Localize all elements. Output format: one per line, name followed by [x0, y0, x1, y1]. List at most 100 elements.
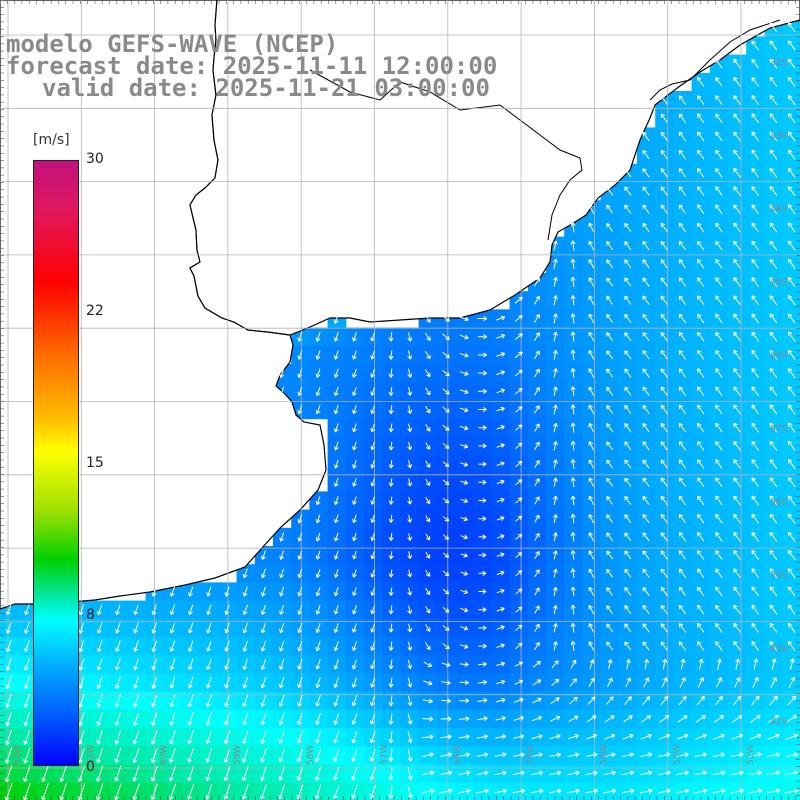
wind-arrow	[388, 405, 394, 415]
wind-arrow	[697, 204, 705, 214]
wind-arrow	[459, 352, 469, 358]
wind-arrow	[751, 404, 760, 415]
wind-arrow	[662, 658, 668, 670]
wind-arrow	[296, 730, 303, 744]
wind-arrow	[224, 658, 230, 671]
wind-arrow	[697, 186, 705, 196]
wind-arrow	[515, 460, 523, 468]
wind-arrow	[407, 587, 413, 596]
wind-arrow	[333, 313, 339, 324]
wind-arrow	[715, 349, 723, 360]
wind-arrow	[205, 694, 212, 708]
wind-arrow	[787, 422, 796, 433]
wind-arrow	[570, 513, 576, 524]
wind-arrow	[206, 604, 212, 616]
wind-arrow	[769, 295, 778, 306]
wind-arrow	[624, 386, 632, 396]
wind-arrow	[407, 423, 413, 433]
wind-arrow	[151, 676, 158, 689]
wind-arrow	[425, 478, 431, 486]
wind-arrow	[424, 332, 431, 341]
wind-arrow	[678, 222, 687, 233]
wind-arrow	[733, 604, 741, 615]
wind-arrow	[407, 749, 413, 762]
wind-arrow	[552, 532, 558, 542]
longitude-label: 55W	[526, 745, 536, 765]
wind-arrow	[769, 222, 778, 233]
wind-arrow	[769, 604, 778, 615]
wind-arrow	[223, 730, 231, 745]
wind-arrow	[278, 730, 285, 744]
wind-arrow	[496, 461, 505, 467]
wind-arrow	[660, 604, 668, 615]
wind-arrow	[570, 459, 576, 469]
wind-arrow	[515, 624, 523, 631]
wind-arrow	[534, 423, 540, 432]
wind-arrow	[369, 731, 376, 744]
wind-arrow	[678, 459, 687, 469]
wind-arrow	[660, 295, 668, 305]
wind-arrow	[514, 333, 523, 340]
wind-arrow	[442, 424, 450, 431]
wind-arrow	[624, 495, 632, 505]
wind-arrow	[388, 641, 394, 651]
wind-arrow	[639, 788, 653, 794]
wind-arrow	[114, 712, 122, 726]
wind-arrow	[424, 369, 431, 378]
wind-arrow	[512, 770, 525, 776]
wind-arrow	[133, 604, 139, 616]
wind-arrow	[606, 477, 614, 487]
wind-arrow	[697, 441, 705, 451]
wind-arrow	[751, 204, 760, 215]
wind-arrow	[603, 770, 616, 776]
wind-arrow	[733, 58, 741, 69]
wind-arrow	[515, 442, 523, 449]
wind-arrow	[478, 443, 487, 449]
wind-arrow	[370, 623, 376, 633]
wind-arrow	[478, 406, 487, 413]
wind-arrow	[624, 295, 632, 305]
wind-arrow	[660, 568, 668, 578]
wind-arrow	[787, 513, 796, 524]
wind-arrow	[552, 586, 558, 597]
wind-arrow	[642, 459, 650, 469]
wind-arrow	[424, 387, 431, 396]
wind-arrow	[785, 733, 798, 740]
wind-arrow	[296, 766, 304, 781]
wind-arrow	[421, 770, 435, 776]
wind-arrow	[351, 748, 358, 762]
wind-arrow	[606, 368, 614, 378]
wind-arrow	[206, 622, 212, 634]
wind-arrow	[570, 404, 576, 415]
wind-arrow	[460, 516, 468, 522]
wind-arrow	[242, 748, 249, 763]
wind-arrow	[278, 766, 285, 781]
wind-arrow	[769, 568, 778, 579]
wind-arrow	[260, 784, 267, 800]
wind-arrow	[733, 368, 741, 378]
wind-arrow	[733, 459, 741, 469]
longitude-label: 59W	[233, 745, 243, 765]
longitude-label: 52W	[746, 745, 756, 765]
latitude-label: 33S	[770, 131, 787, 141]
wind-arrow	[421, 788, 435, 794]
wind-arrow	[441, 315, 450, 322]
wind-arrow	[478, 388, 487, 394]
wind-arrow	[713, 733, 725, 740]
wind-arrow	[531, 715, 543, 722]
wind-arrow	[297, 640, 303, 652]
wind-arrow	[551, 660, 559, 669]
wind-arrow	[352, 551, 357, 560]
valid-date: valid date: 2025-11-21 03:00:00	[42, 74, 490, 102]
wind-arrow	[315, 730, 322, 744]
wind-arrow	[787, 568, 796, 579]
wind-arrow	[586, 715, 597, 723]
wind-arrow	[260, 658, 267, 670]
wind-arrow	[660, 532, 668, 542]
wind-arrow	[424, 314, 431, 323]
wind-arrow	[624, 477, 632, 487]
wind-arrow	[552, 495, 558, 506]
wind-arrow	[769, 186, 778, 196]
wind-arrow	[496, 425, 505, 430]
wind-arrow	[333, 568, 339, 578]
